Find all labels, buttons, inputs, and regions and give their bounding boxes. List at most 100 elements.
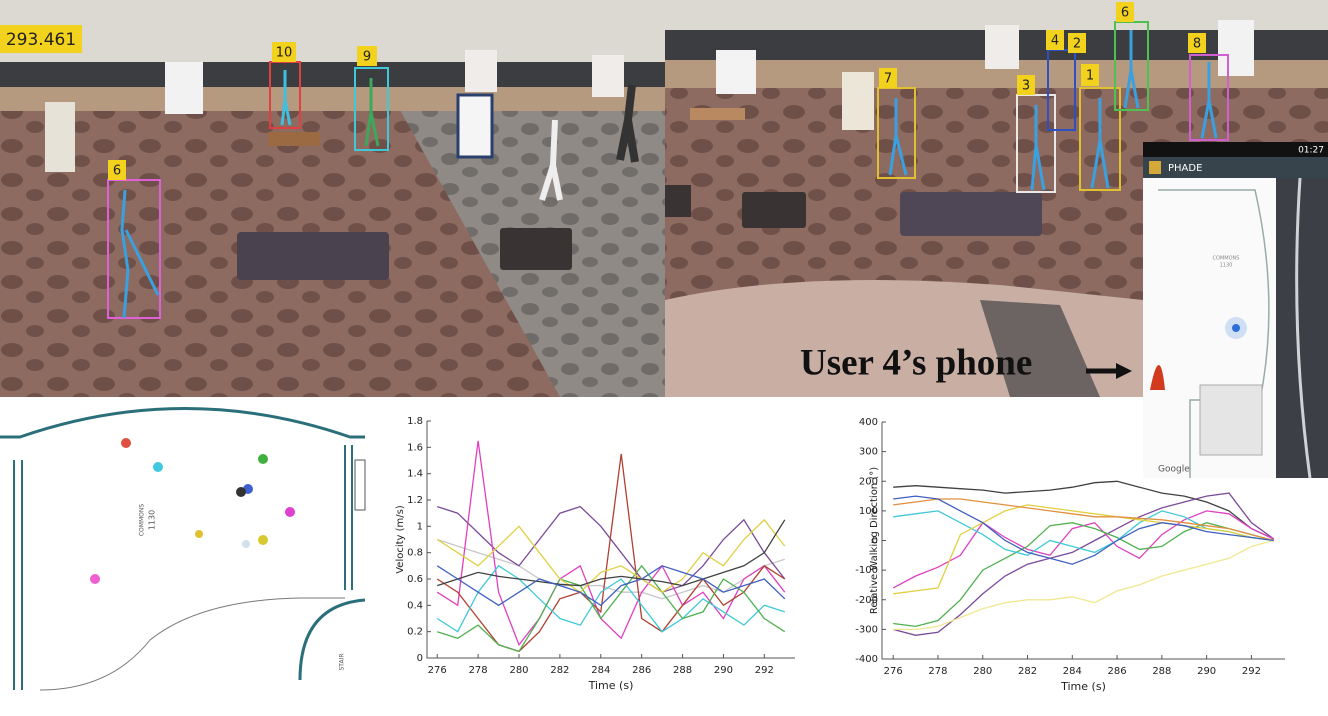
x-tick-label: 282 bbox=[1018, 666, 1037, 677]
series-line bbox=[436, 440, 786, 647]
track-tag bbox=[1081, 64, 1099, 86]
track-tag bbox=[1017, 75, 1035, 95]
wall-art bbox=[985, 25, 1019, 69]
stair-steps bbox=[354, 459, 366, 511]
y-tick-label: -300 bbox=[855, 624, 878, 635]
stair-icon bbox=[1150, 365, 1165, 390]
y-tick-label: 0.4 bbox=[407, 600, 423, 611]
series-line bbox=[893, 480, 1275, 540]
series-line bbox=[436, 518, 786, 594]
track-box bbox=[1016, 94, 1056, 193]
x-tick-label: 280 bbox=[509, 665, 528, 676]
wall bbox=[0, 0, 665, 62]
room-name: COMMONS bbox=[139, 504, 146, 536]
wall-art bbox=[1218, 20, 1254, 76]
track-id: 2 bbox=[1073, 37, 1081, 52]
room-outline bbox=[39, 597, 345, 691]
table bbox=[690, 108, 745, 120]
windows bbox=[0, 62, 665, 87]
skeleton bbox=[120, 189, 160, 319]
person-dot bbox=[242, 540, 250, 548]
series-line bbox=[893, 504, 1274, 595]
track-tag bbox=[357, 46, 377, 66]
skeleton bbox=[280, 70, 292, 126]
y-tick-label: 1 bbox=[417, 521, 423, 532]
x-axis-label: Time (s) bbox=[588, 679, 634, 692]
ottoman bbox=[665, 185, 691, 217]
track-tag bbox=[879, 68, 897, 88]
timestamp: 293.461 bbox=[6, 30, 76, 50]
y-tick-label: 0.8 bbox=[407, 548, 423, 559]
x-tick-label: 292 bbox=[755, 665, 774, 676]
x-tick-label: 288 bbox=[1152, 666, 1171, 677]
easel-art bbox=[165, 62, 203, 114]
wall-art bbox=[592, 55, 624, 97]
wall bbox=[13, 445, 353, 690]
track-id: 6 bbox=[113, 164, 121, 179]
y-tick-label: -100 bbox=[855, 565, 878, 576]
x-tick-label: 282 bbox=[550, 665, 569, 676]
track-id: 8 bbox=[1193, 37, 1201, 52]
satellite-strip bbox=[1276, 178, 1328, 478]
y-tick-label: -400 bbox=[855, 654, 878, 665]
x-tick-label: 286 bbox=[1108, 666, 1127, 677]
bench bbox=[900, 192, 1042, 236]
x-tick-label: 284 bbox=[591, 665, 610, 676]
easel-art bbox=[456, 93, 494, 159]
phone-screen: 01:27 PHADE COMMONS 1130 Google bbox=[1143, 142, 1328, 479]
x-tick-label: 278 bbox=[928, 666, 947, 677]
y-tick-label: 400 bbox=[859, 417, 878, 428]
y-tick-label: 1.2 bbox=[407, 495, 423, 506]
room-number: 1130 bbox=[148, 510, 157, 530]
x-tick-label: 288 bbox=[673, 665, 692, 676]
map-credit: Google bbox=[1158, 465, 1190, 475]
x-tick-label: 280 bbox=[973, 666, 992, 677]
y-axis-label: Relative Walking Direction (°) bbox=[869, 467, 880, 614]
series-line bbox=[436, 564, 785, 633]
easel-art bbox=[716, 50, 756, 94]
y-axis-label: Velocity (m/s) bbox=[395, 505, 406, 574]
y-tick-label: 300 bbox=[859, 447, 878, 458]
x-tick-label: 276 bbox=[884, 666, 903, 677]
y-tick-label: 0.2 bbox=[407, 627, 423, 638]
person-dot bbox=[153, 462, 163, 472]
wall-art bbox=[465, 50, 497, 92]
track-id: 10 bbox=[276, 46, 293, 61]
bench bbox=[237, 232, 389, 280]
x-tick-label: 290 bbox=[714, 665, 733, 676]
clock: 01:27 bbox=[1298, 146, 1324, 156]
track-tag bbox=[272, 42, 296, 62]
caption: User 4’s phone bbox=[800, 342, 1032, 383]
stair-label: STAIR bbox=[339, 653, 346, 670]
track-tag bbox=[108, 160, 126, 180]
track-box bbox=[1189, 54, 1229, 141]
person-dot bbox=[285, 507, 295, 517]
series-line bbox=[893, 539, 1274, 631]
x-axis-label: Time (s) bbox=[1060, 680, 1106, 693]
person-dot bbox=[236, 487, 246, 497]
track-id: 4 bbox=[1051, 34, 1059, 49]
track-tag bbox=[1188, 33, 1206, 53]
track-id: 7 bbox=[884, 72, 892, 87]
stair-wall bbox=[298, 598, 366, 681]
road bbox=[1295, 177, 1312, 479]
status-bar bbox=[1143, 142, 1328, 157]
table bbox=[268, 132, 320, 146]
pedestrian bbox=[539, 119, 563, 201]
track-box bbox=[1079, 87, 1121, 191]
y-tick-label: 0 bbox=[872, 536, 878, 547]
arrow-head bbox=[1116, 363, 1132, 379]
y-tick-label: 200 bbox=[859, 476, 878, 487]
y-tick-label: 100 bbox=[859, 506, 878, 517]
ottoman bbox=[742, 192, 806, 228]
series-line bbox=[893, 492, 1275, 636]
wall-base bbox=[0, 87, 665, 111]
app-title: PHADE bbox=[1168, 163, 1202, 174]
y-tick-label: 0 bbox=[417, 653, 423, 664]
track-box bbox=[107, 179, 161, 319]
location-dot bbox=[1232, 324, 1240, 332]
person-dot bbox=[195, 530, 203, 538]
series-line bbox=[436, 453, 786, 653]
y-tick-label: 0.6 bbox=[407, 574, 423, 585]
